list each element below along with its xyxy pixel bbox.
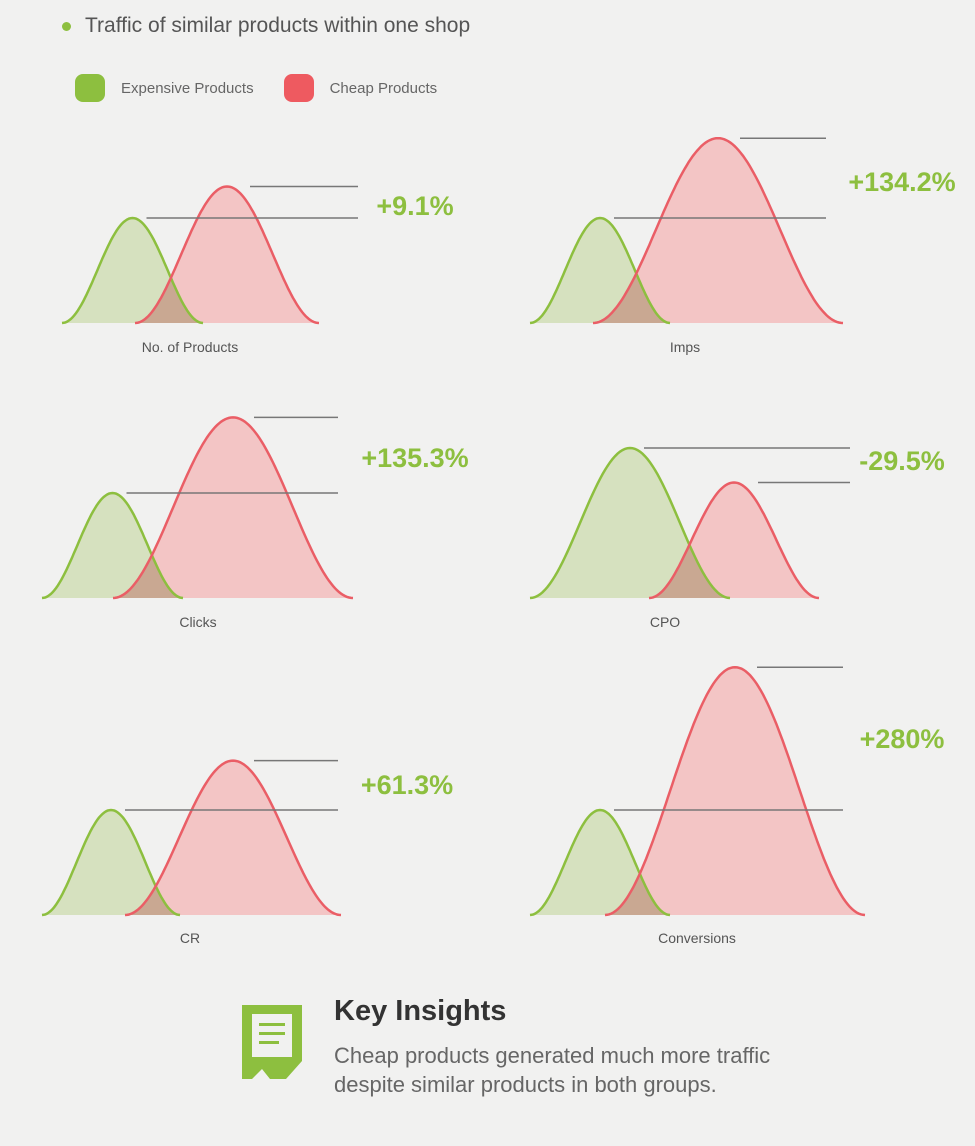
conversions-category-label: Conversions <box>658 930 736 946</box>
conversions-overlap-area <box>605 875 670 915</box>
clicks-cheap-area <box>113 417 353 598</box>
legend-label-expensive: Expensive Products <box>121 79 254 97</box>
imps-overlap-area <box>593 275 670 323</box>
conversions-cheap-area <box>605 667 865 915</box>
imps-category-label: Imps <box>670 339 700 355</box>
no-of-products-category-label: No. of Products <box>142 339 239 355</box>
cpo-category-label: CPO <box>650 614 680 630</box>
cpo-change-label: -29.5% <box>859 446 945 476</box>
imps-cheap-area <box>593 138 843 323</box>
no-of-products-change-label: +9.1% <box>376 191 453 221</box>
insights-body: Cheap products generated much more traff… <box>334 1043 771 1098</box>
cr-overlap-area <box>125 887 180 915</box>
clicks-expensive-curve <box>41 491 184 600</box>
imps-cheap-curve <box>592 136 844 325</box>
legend-item-expensive: Expensive Products <box>75 74 254 102</box>
clicks-change-label: +135.3% <box>361 443 468 473</box>
cr-cheap-curve <box>124 759 342 917</box>
conversions-expensive-curve <box>529 808 671 917</box>
legend-item-cheap: Cheap Products <box>283 74 438 102</box>
legend-label-cheap: Cheap Products <box>329 79 438 97</box>
header-text: Traffic of similar products within one s… <box>85 14 471 37</box>
cr-expensive-area <box>42 810 180 915</box>
page-header: Traffic of similar products within one s… <box>62 14 470 38</box>
cr-category-label: CR <box>180 930 200 946</box>
document-icon <box>242 1005 302 1079</box>
legend-swatch-cheap <box>283 74 314 102</box>
imps-expensive-curve <box>529 216 671 325</box>
conversions-change-label: +280% <box>860 724 945 754</box>
cpo-expensive-curve <box>529 446 731 600</box>
cpo-expensive-area <box>530 448 730 598</box>
no-of-products-cheap-area <box>135 186 319 323</box>
insights-title: Key Insights <box>334 995 507 1027</box>
legend: Expensive Products Cheap Products <box>75 74 467 102</box>
clicks-category-label: Clicks <box>179 614 216 630</box>
clicks-overlap-area <box>113 555 183 598</box>
cr-expensive-curve <box>41 808 181 917</box>
imps-change-label: +134.2% <box>848 167 955 197</box>
legend-swatch-expensive <box>75 74 105 102</box>
no-of-products-cheap-curve <box>134 185 320 325</box>
cr-change-label: +61.3% <box>361 770 453 800</box>
cr-cheap-area <box>125 760 341 915</box>
bullet-dot-icon <box>62 21 71 31</box>
conversions-cheap-curve <box>604 665 866 917</box>
no-of-products-expensive-curve <box>61 216 204 325</box>
clicks-cheap-curve <box>112 416 354 600</box>
cpo-cheap-curve <box>648 481 820 600</box>
